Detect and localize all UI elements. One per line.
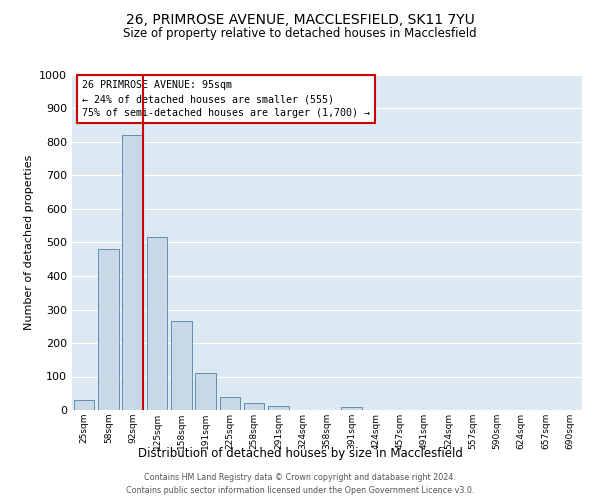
Text: Contains HM Land Registry data © Crown copyright and database right 2024.
Contai: Contains HM Land Registry data © Crown c… (126, 474, 474, 495)
Bar (171, 321, 191, 410)
Bar (195, 373, 216, 410)
Bar (122, 136, 143, 410)
Bar (341, 408, 362, 410)
Bar (244, 404, 265, 410)
Text: Distribution of detached houses by size in Macclesfield: Distribution of detached houses by size … (137, 448, 463, 460)
Text: 26, PRIMROSE AVENUE, MACCLESFIELD, SK11 7YU: 26, PRIMROSE AVENUE, MACCLESFIELD, SK11 … (125, 12, 475, 26)
Text: 26 PRIMROSE AVENUE: 95sqm
← 24% of detached houses are smaller (555)
75% of semi: 26 PRIMROSE AVENUE: 95sqm ← 24% of detac… (82, 80, 370, 118)
Bar (98, 249, 119, 410)
Bar (268, 406, 289, 410)
Bar (74, 400, 94, 410)
Text: Size of property relative to detached houses in Macclesfield: Size of property relative to detached ho… (123, 28, 477, 40)
Bar (220, 396, 240, 410)
Bar (146, 238, 167, 410)
Y-axis label: Number of detached properties: Number of detached properties (23, 155, 34, 330)
